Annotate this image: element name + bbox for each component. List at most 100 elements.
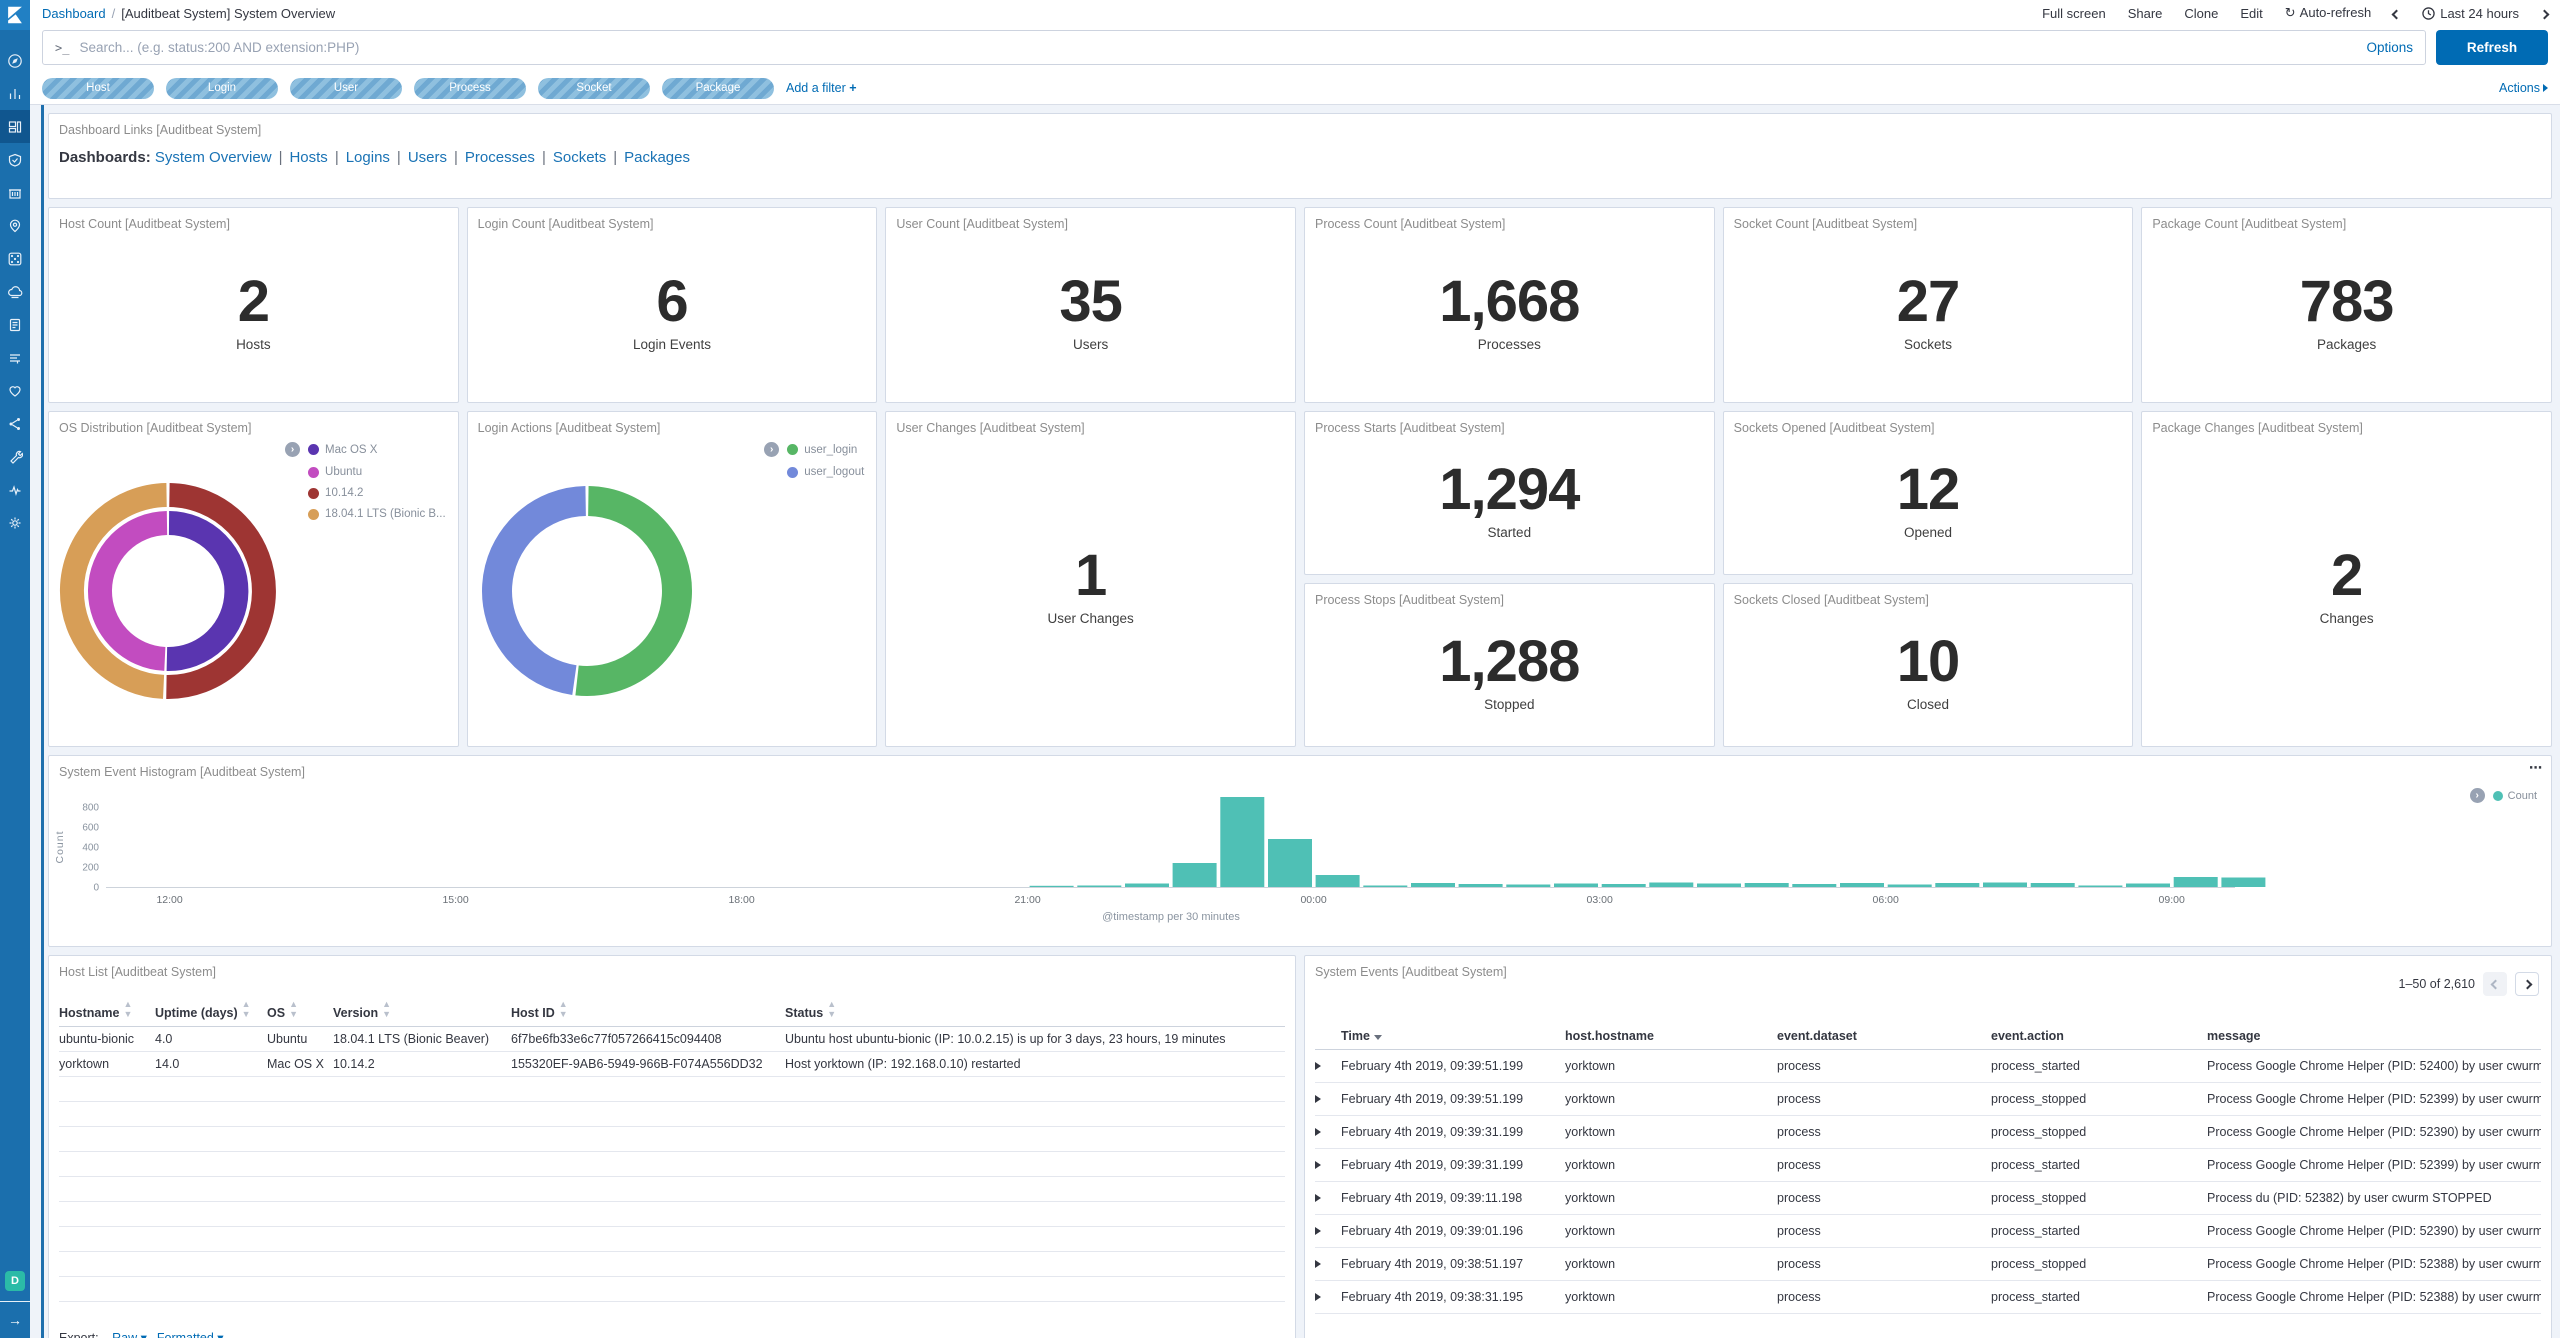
nav-item-dashboard[interactable] [0,110,30,143]
nav-item-visualize[interactable] [0,77,30,110]
histogram-bar-07:00[interactable] [1983,882,2027,888]
host-row[interactable]: yorktown 14.0 Mac OS X 10.14.2 155320EF-9AB6… [59,1051,1285,1077]
dashboard-link-hosts[interactable]: Hosts [289,149,328,166]
histogram-bar-23:00[interactable] [1220,797,1265,887]
expand-row-icon[interactable] [1315,1293,1321,1301]
host-col-uptime-days-[interactable]: Uptime (days)▲ ▼ [155,993,267,1027]
expand-row-icon[interactable] [1315,1227,1321,1235]
histogram-bar-06:00[interactable] [1887,884,1932,888]
legend-item-user-login[interactable]: › user_login [764,442,864,457]
histogram-bar-21:30[interactable] [1077,885,1122,888]
legend-collapse-icon[interactable]: › [285,442,301,457]
nav-item-discover[interactable] [0,44,30,77]
export-formatted-link[interactable]: Formatted ▾ [156,1331,224,1338]
expand-row-icon[interactable] [1315,1128,1321,1136]
event-row[interactable]: February 4th 2019, 09:39:51.199 yorktown p… [1315,1082,2541,1116]
histogram-bar-23:30[interactable] [1268,839,1312,887]
time-forward-button[interactable] [2539,6,2550,21]
expand-row-icon[interactable] [1315,1260,1321,1268]
auto-refresh-button[interactable]: ↻ Auto-refresh [2284,5,2372,20]
nav-item-uptime[interactable] [0,374,30,407]
dashboard-link-sockets[interactable]: Sockets [552,149,607,166]
nav-item-machine-learning[interactable] [0,242,30,275]
histogram-bar-08:30[interactable] [2126,883,2170,888]
event-row[interactable]: February 4th 2019, 09:39:51.199 yorktown p… [1315,1049,2541,1083]
search-input[interactable]: >_ Search... (e.g. status:200 AND extens… [42,30,2426,65]
nav-item-timelion[interactable] [0,143,30,176]
expand-row-icon[interactable] [1315,1161,1321,1169]
legend-item-18-04-1-lts-bionic-b-[interactable]: 18.04.1 LTS (Bionic B... [308,508,446,520]
nav-item-infrastructure[interactable] [0,341,30,374]
histogram-bar-09:30[interactable] [2221,877,2266,888]
actions-menu-button[interactable]: Actions [2499,81,2548,95]
histogram-bar-02:00[interactable] [1506,884,1551,888]
nav-item-canvas[interactable] [0,176,30,209]
legend-collapse-icon[interactable]: › [2469,788,2485,803]
event-row[interactable]: February 4th 2019, 09:38:31.195 yorktown p… [1315,1280,2541,1314]
histogram-bar-01:30[interactable] [1458,884,1503,887]
query-options-button[interactable]: Options [2366,40,2413,55]
nav-item-apm[interactable] [0,275,30,308]
filter-pill-login[interactable]: Login [166,77,278,99]
legend-collapse-icon[interactable]: › [764,442,780,457]
expand-row-icon[interactable] [1315,1194,1321,1202]
expand-row-icon[interactable] [1315,1095,1321,1103]
dashboard-link-processes[interactable]: Processes [464,149,535,166]
donut-slice-user-logout[interactable] [481,485,586,695]
nav-item-dev-tools[interactable] [0,440,30,473]
host-col-status[interactable]: Status▲ ▼ [785,993,1285,1027]
histogram-bar-01:00[interactable] [1411,883,1455,887]
events-col-time[interactable]: Time [1341,1023,1565,1050]
legend-item-ubuntu[interactable]: Ubuntu [308,466,446,478]
dashboard-link-packages[interactable]: Packages [624,149,690,166]
histogram-bar-00:30[interactable] [1363,885,1408,888]
host-col-host-id[interactable]: Host ID▲ ▼ [511,993,785,1027]
histogram-bar-08:00[interactable] [2078,885,2123,888]
histogram-bar-05:00[interactable] [1792,884,1837,887]
host-row[interactable]: ubuntu-bionic 4.0 Ubuntu 18.04.1 LTS (Bioni… [59,1026,1285,1052]
nav-item-management[interactable] [0,506,30,539]
filter-pill-socket[interactable]: Socket [538,77,650,99]
histogram-bar-22:00[interactable] [1125,883,1169,888]
legend-item-mac-os-x[interactable]: › Mac OS X [285,442,446,457]
plugin-d-badge[interactable]: D [5,1271,25,1291]
panel-options-icon[interactable]: ⋯ [2529,760,2543,775]
histogram-bar-00:00[interactable] [1315,875,1360,887]
events-col-event-action[interactable]: event.action [1991,1023,2207,1050]
os-distribution-donut[interactable] [57,480,279,702]
donut-slice-18-04-1-lts-bionic-b-[interactable] [59,482,167,699]
next-page-button[interactable] [2515,972,2539,996]
events-col-event-dataset[interactable]: event.dataset [1777,1023,1991,1050]
host-col-os[interactable]: OS▲ ▼ [267,993,333,1027]
histogram-bar-07:30[interactable] [2030,883,2075,887]
donut-slice-10-14-2[interactable] [166,482,276,699]
histogram-bar-04:00[interactable] [1697,883,1741,888]
nav-item-monitoring[interactable] [0,473,30,506]
edit-button[interactable]: Edit [2240,5,2263,21]
histogram-bar-09:00[interactable] [2173,877,2218,887]
filter-pill-user[interactable]: User [290,77,402,99]
event-row[interactable]: February 4th 2019, 09:39:31.199 yorktown p… [1315,1148,2541,1182]
event-row[interactable]: February 4th 2019, 09:38:51.197 yorktown p… [1315,1247,2541,1281]
filter-pill-host[interactable]: Host [42,77,154,99]
donut-slice-mac-os-x[interactable] [166,510,249,671]
histogram-bar-06:30[interactable] [1935,883,1980,887]
nav-item-graph[interactable] [0,407,30,440]
filter-pill-process[interactable]: Process [414,77,526,99]
histogram-bar-22:30[interactable] [1172,863,1217,887]
histogram-bar-21:00[interactable] [1029,885,1074,887]
refresh-button[interactable]: Refresh [2436,30,2548,65]
event-histogram-chart[interactable]: 0 200 400 600 800 Count 12:00 15:00 18:00 21:00 00… [49,779,2543,929]
prev-page-button[interactable] [2483,972,2507,996]
histogram-bar-02:30[interactable] [1554,883,1598,888]
breadcrumb-dashboard-link[interactable]: Dashboard [42,5,106,21]
time-back-button[interactable] [2391,6,2402,21]
add-filter-button[interactable]: Add a filter + [786,81,857,95]
dashboard-link-users[interactable]: Users [407,149,447,166]
event-row[interactable]: February 4th 2019, 09:39:01.196 yorktown p… [1315,1214,2541,1248]
filter-pill-package[interactable]: Package [662,77,774,99]
clone-button[interactable]: Clone [2184,5,2219,21]
login-actions-donut[interactable] [476,480,698,702]
full-screen-button[interactable]: Full screen [2042,5,2106,21]
legend-item-user-logout[interactable]: user_logout [787,466,864,478]
